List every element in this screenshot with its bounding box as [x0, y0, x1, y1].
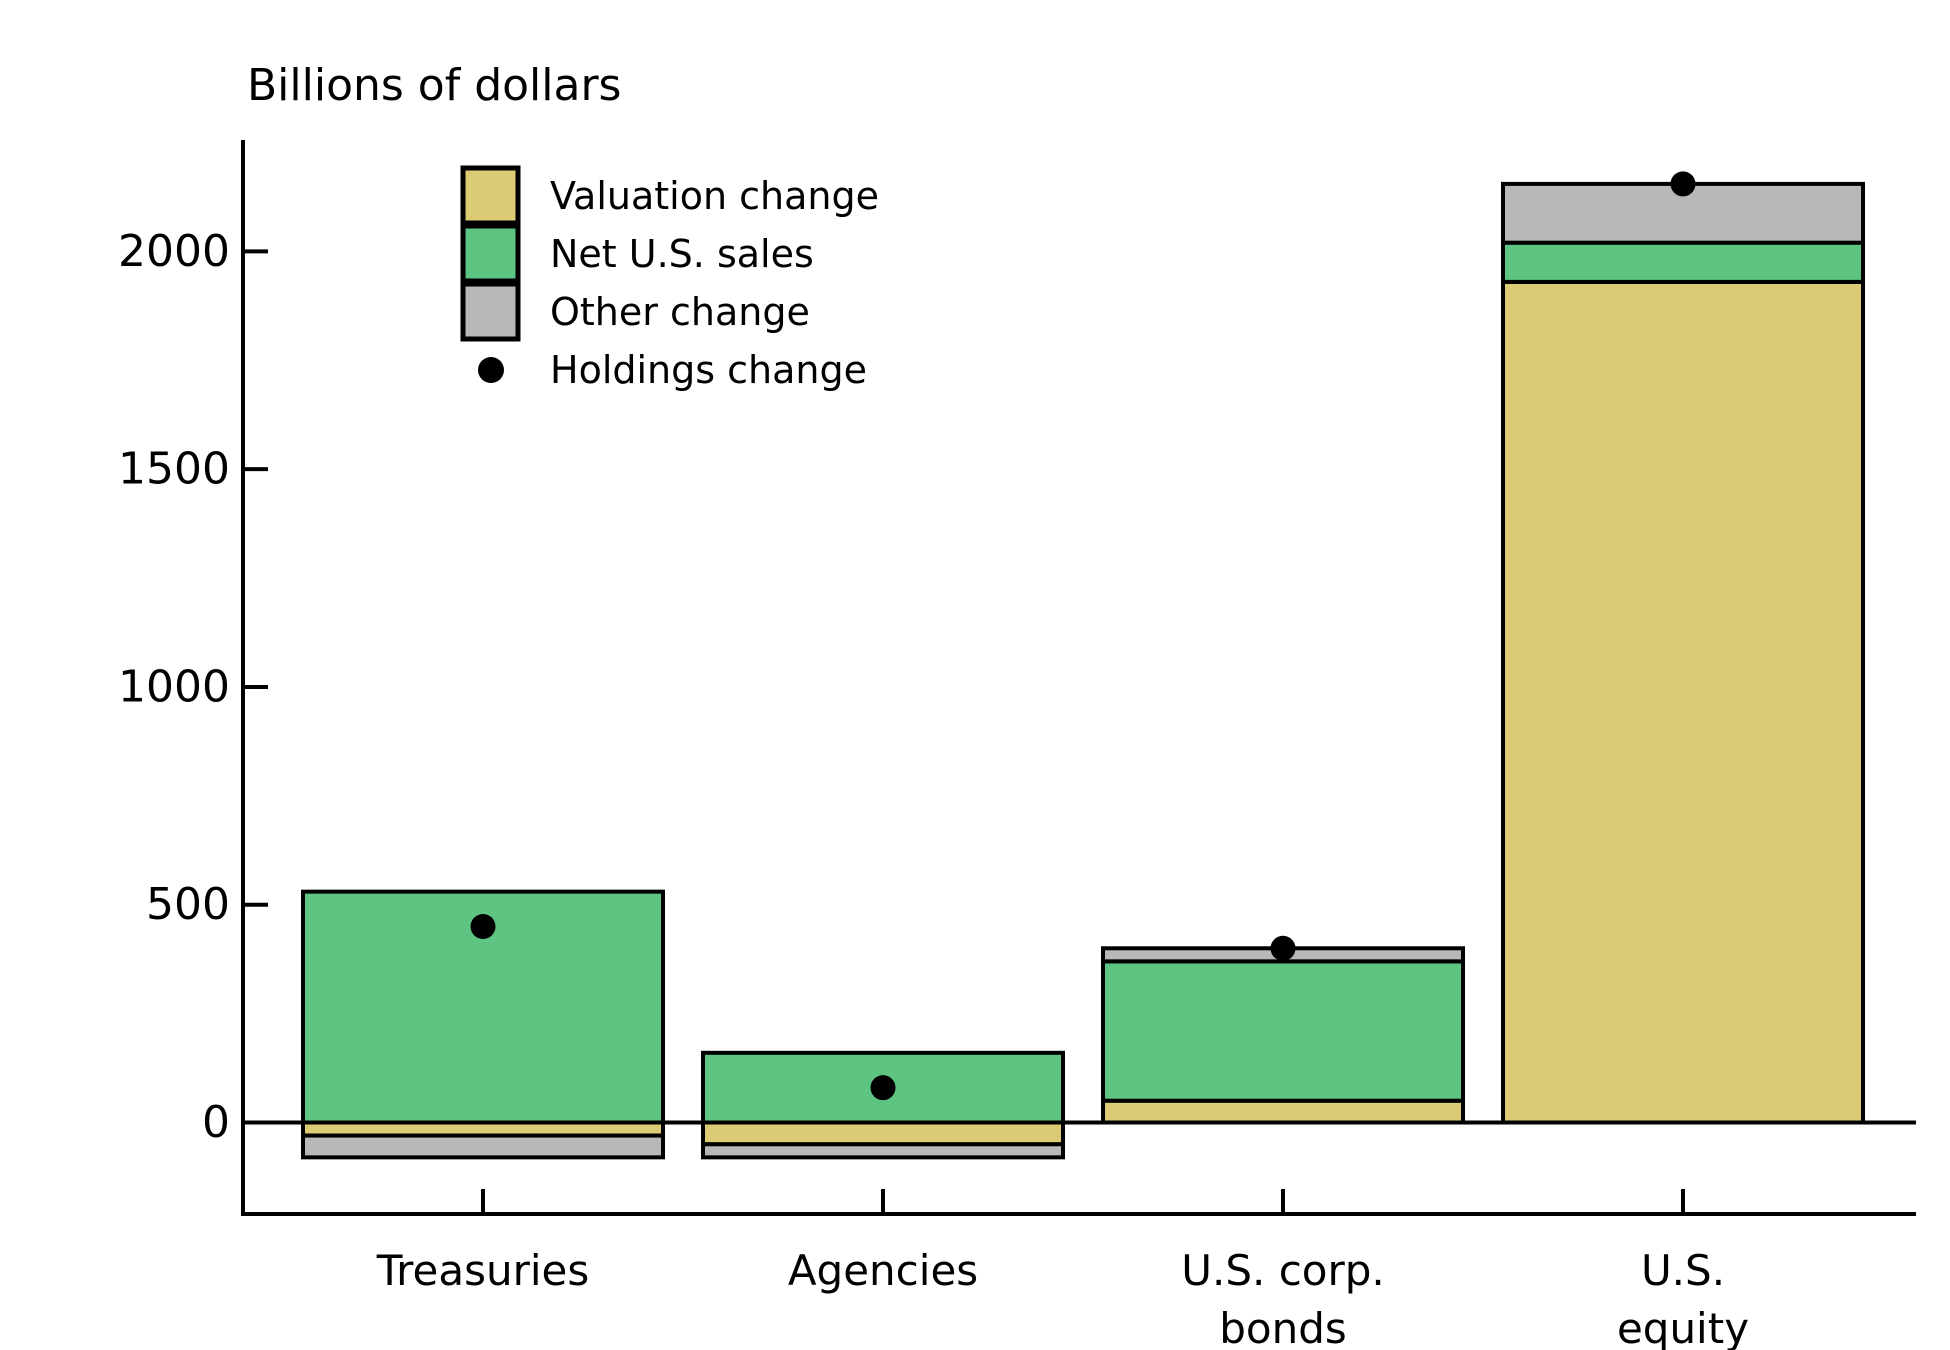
y-tick-label: 1000: [118, 661, 230, 712]
legend-label-other-change: Other change: [550, 290, 810, 334]
legend-swatch-net-us-sales: [460, 223, 521, 284]
legend-label-net-us-sales: Net U.S. sales: [550, 232, 814, 276]
bar-segment-valuation-change: [1101, 1098, 1465, 1125]
legend-label-holdings-change: Holdings change: [550, 348, 867, 392]
x-tick-label: U.S. corp.: [1181, 1246, 1385, 1295]
x-tick-label: Treasuries: [376, 1246, 590, 1295]
plot-area: 0 500 1000 1500 2000 Treasuries Agencies U.S. c…: [118, 140, 1916, 1350]
legend-swatch-valuation-change: [460, 165, 521, 226]
holdings-dot: [1670, 171, 1696, 197]
y-tick-label: 2000: [118, 226, 230, 277]
y-tick-label: 500: [146, 879, 230, 930]
x-tick-label: U.S.: [1641, 1246, 1725, 1295]
bar-segment-valuation-change: [701, 1120, 1065, 1147]
bar-segment-other-change: [701, 1142, 1065, 1160]
y-tick-label: 1500: [118, 444, 230, 495]
legend-label-valuation-change: Valuation change: [550, 174, 879, 218]
legend-holdings-dot-icon: [478, 357, 504, 383]
y-tick-label: 0: [202, 1097, 230, 1148]
holdings-dot: [870, 1075, 896, 1101]
legend-swatch-other-change: [460, 281, 521, 342]
bar-segment-valuation-change: [1501, 279, 1865, 1125]
chart-title: Billions of dollars: [247, 60, 621, 111]
x-tick-label: equity: [1617, 1304, 1749, 1350]
x-tick-label: bonds: [1219, 1304, 1347, 1350]
holdings-dot: [470, 914, 496, 940]
holdings-dot: [1270, 935, 1296, 961]
bar-segment-other-change: [301, 1133, 665, 1160]
bar-segment-net-u-s-sales: [1101, 959, 1465, 1103]
x-tick-label: Agencies: [788, 1246, 978, 1295]
legend: Valuation change Net U.S. sales Other ch…: [460, 165, 879, 392]
bar-segment-net-u-s-sales: [1501, 240, 1865, 284]
